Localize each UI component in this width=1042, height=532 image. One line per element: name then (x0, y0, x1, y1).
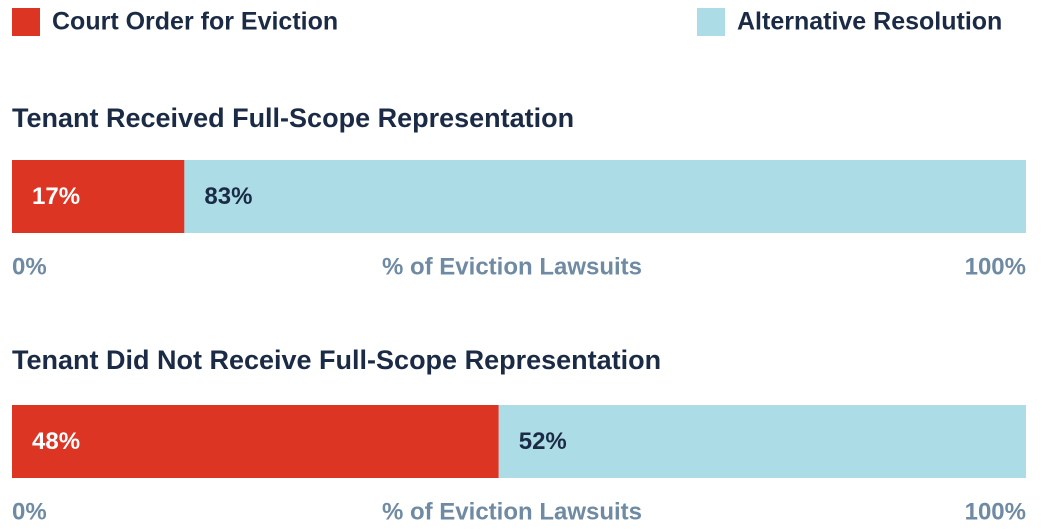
bar-segment (12, 160, 185, 233)
x-tick-label: 0% (12, 498, 47, 525)
x-tick-label: 100% (965, 253, 1026, 280)
legend-label: Court Order for Eviction (52, 8, 338, 36)
data-label: 83% (204, 183, 252, 210)
legend-label: Alternative Resolution (737, 8, 1002, 36)
bar-segment (12, 405, 499, 478)
bar-segment (184, 160, 1026, 233)
x-axis-label: % of Eviction Lawsuits (382, 253, 642, 280)
x-tick-label: 0% (12, 253, 47, 280)
bar-title: Tenant Did Not Receive Full-Scope Repres… (12, 345, 661, 375)
legend-swatch (697, 8, 725, 36)
data-label: 52% (519, 428, 567, 455)
x-tick-label: 100% (965, 498, 1026, 525)
legend-swatch (12, 8, 40, 36)
data-label: 48% (32, 428, 80, 455)
bar-title: Tenant Received Full-Scope Representatio… (12, 103, 574, 133)
data-label: 17% (32, 183, 80, 210)
bar-segment (498, 405, 1027, 478)
x-axis-label: % of Eviction Lawsuits (382, 498, 642, 525)
